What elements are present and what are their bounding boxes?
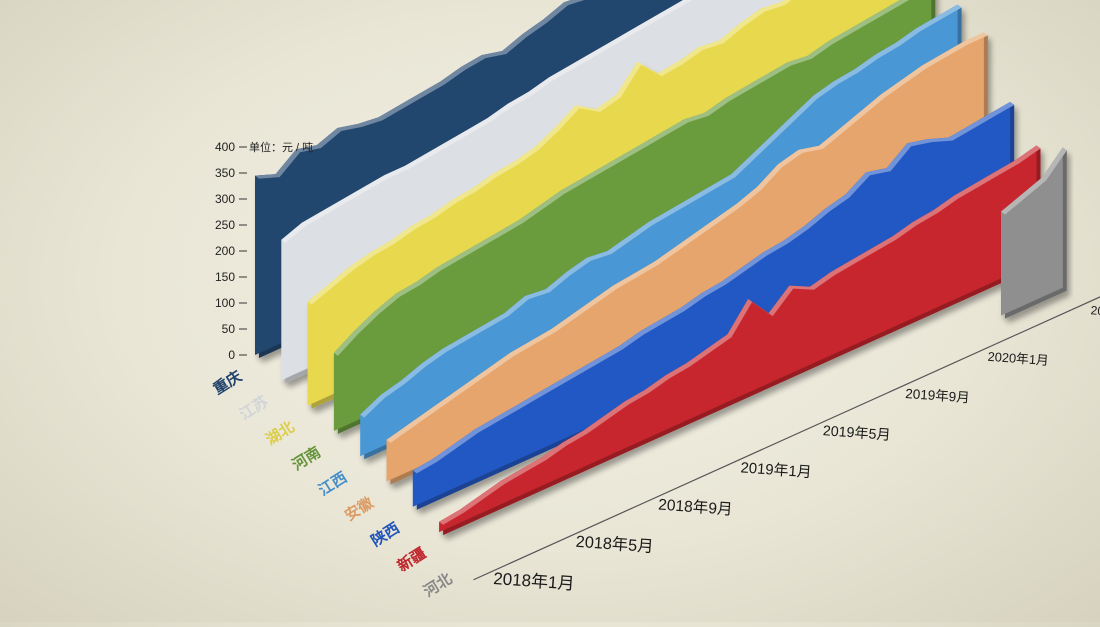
series-area-face	[386, 32, 984, 482]
series-area-face	[412, 101, 1011, 507]
x-tick-label: 2020年1月	[987, 349, 1049, 368]
y-tick-label: 350	[215, 166, 235, 180]
series-label: 河南	[289, 443, 324, 474]
series-area	[412, 101, 1015, 510]
x-tick-label: 2020年6月	[1090, 303, 1100, 321]
y-tick-label: 200	[215, 244, 235, 258]
series-area	[360, 4, 962, 460]
series-label: 江西	[315, 468, 350, 499]
y-tick-label: 150	[215, 270, 235, 284]
series-label: 江苏	[236, 392, 271, 423]
series-area-rim	[386, 32, 988, 443]
series-area-rim	[281, 0, 693, 243]
unit-label: 单位：元 / 吨	[249, 140, 313, 154]
series-layer	[255, 0, 1067, 536]
x-tick-label: 2019年9月	[905, 386, 970, 405]
series-label: 重庆	[210, 367, 245, 398]
axes-layer	[239, 146, 1100, 581]
series-label: 安徽	[342, 493, 378, 525]
series-area-face	[1001, 147, 1063, 316]
series-area-rim	[255, 0, 585, 179]
series-area	[1001, 147, 1067, 319]
x-tick-label: 2019年5月	[822, 423, 891, 444]
y-tick-label: 100	[215, 296, 235, 310]
series-area	[386, 32, 988, 485]
x-tick-label: 2018年9月	[658, 496, 734, 519]
series-area-face	[333, 0, 932, 431]
y-tick-label: 50	[222, 322, 236, 336]
time-axis-line	[473, 296, 1100, 581]
series-area-rim	[412, 101, 1015, 474]
x-tick-label: 2018年1月	[493, 569, 575, 594]
series-area-face	[360, 4, 958, 457]
x-tick-label: 2018年5月	[575, 533, 654, 556]
series-area-rim	[439, 145, 1041, 525]
y-tick-label: 250	[215, 218, 235, 232]
x-tick-label: 2019年1月	[740, 459, 812, 481]
series-label: 陕西	[368, 519, 403, 550]
series-label: 湖北	[263, 418, 297, 448]
series-area	[439, 145, 1041, 536]
series-label: 新疆	[394, 544, 429, 575]
y-tick-label: 0	[228, 348, 235, 362]
series-area-rim	[1001, 147, 1067, 215]
y-tick-label: 400	[215, 140, 235, 154]
series-label: 河北	[420, 569, 455, 600]
y-tick-label: 300	[215, 192, 235, 206]
